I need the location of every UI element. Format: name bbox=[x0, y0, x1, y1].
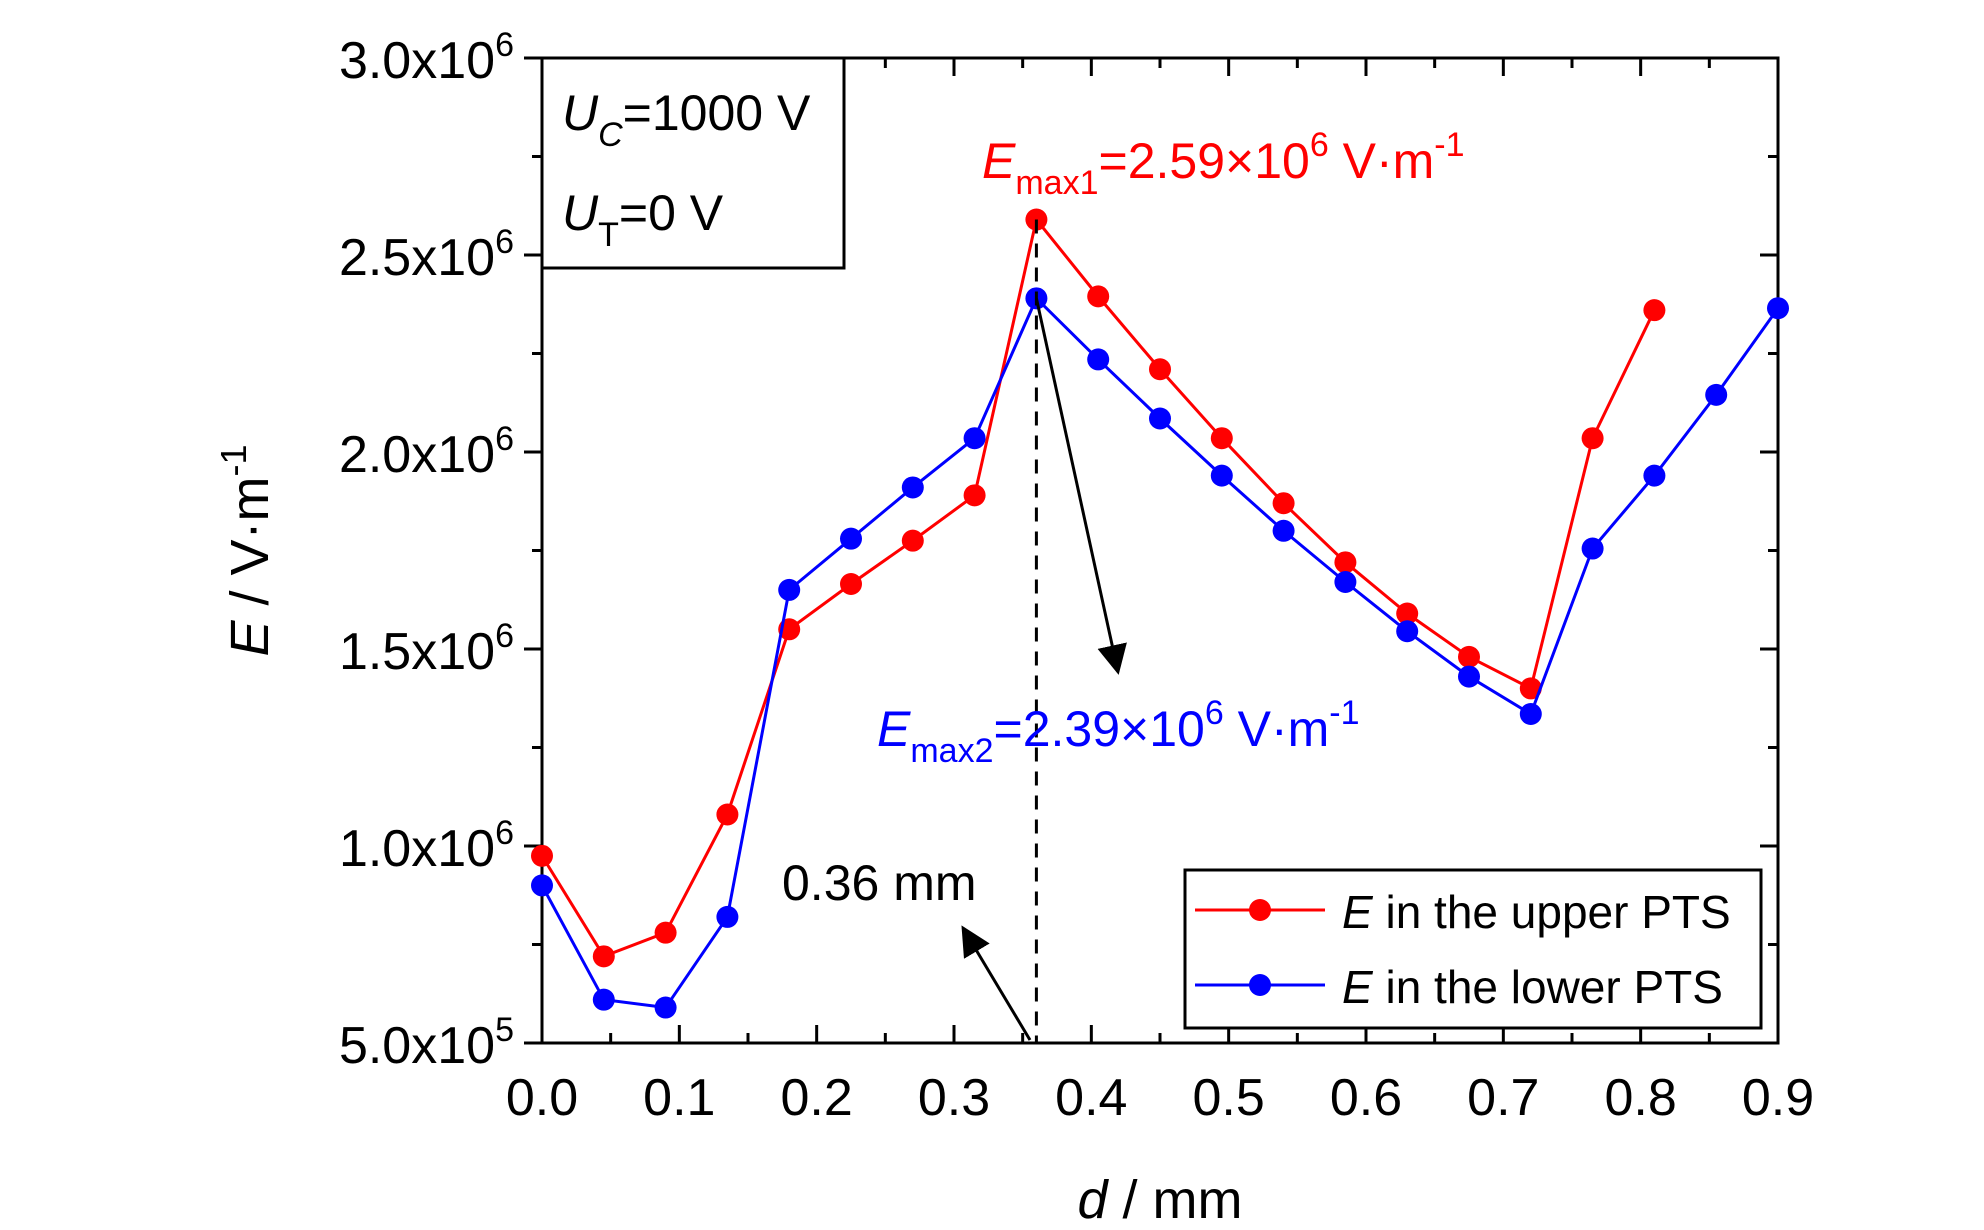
data-point bbox=[901, 529, 924, 552]
data-point bbox=[1458, 645, 1480, 668]
data-point bbox=[716, 803, 739, 826]
x-tick-label: 0.0 bbox=[506, 1069, 578, 1127]
x-tick-label: 0.5 bbox=[1193, 1069, 1265, 1127]
legend-swatch-lower-marker bbox=[1249, 974, 1271, 996]
data-point bbox=[654, 921, 677, 944]
data-point bbox=[840, 572, 862, 595]
conditions-box: UC=1000 V UT=0 V bbox=[540, 56, 846, 270]
data-point bbox=[778, 578, 801, 601]
data-point bbox=[1210, 464, 1233, 487]
legend-item-lower: E in the lower PTS bbox=[1195, 961, 1723, 1013]
legend-label-upper: E in the upper PTS bbox=[1342, 886, 1731, 938]
series-upper bbox=[531, 208, 1666, 968]
x-tick-label: 0.4 bbox=[1055, 1069, 1127, 1127]
data-point bbox=[592, 988, 615, 1011]
y-tick-label: 2.0x106 bbox=[339, 420, 514, 484]
emax2-annotation: Emax2=2.39×106 V·m-1 bbox=[877, 694, 1360, 770]
data-point bbox=[1210, 427, 1233, 450]
data-point bbox=[1396, 620, 1419, 643]
emax1-annotation: Emax1=2.59×106 V·m-1 bbox=[982, 126, 1465, 202]
x-tick-label: 0.7 bbox=[1467, 1069, 1539, 1127]
data-point bbox=[1149, 407, 1171, 430]
legend-label-lower: E in the lower PTS bbox=[1342, 961, 1723, 1013]
data-point bbox=[716, 905, 739, 928]
data-point bbox=[963, 427, 986, 450]
series-layer bbox=[531, 208, 1789, 1019]
series-lower bbox=[531, 287, 1789, 1019]
data-point bbox=[1334, 551, 1357, 574]
condition-uc: UC=1000 V bbox=[562, 85, 811, 154]
x-tick-label: 0.8 bbox=[1605, 1069, 1677, 1127]
legend-frame bbox=[1183, 868, 1763, 1030]
data-point bbox=[1087, 348, 1110, 371]
legend-item-upper: E in the upper PTS bbox=[1195, 886, 1731, 938]
data-point bbox=[531, 844, 553, 867]
x-tick-label: 0.2 bbox=[781, 1069, 853, 1127]
conditions-box-frame bbox=[540, 56, 846, 270]
data-point bbox=[1149, 358, 1171, 381]
data-point bbox=[531, 874, 553, 897]
axes: 0.0 0.1 0.2 0.3 0.4 0.5 0.6 0.7 0.8 0.9 5.0x105 1.0… bbox=[213, 26, 1814, 1230]
data-point bbox=[1581, 537, 1604, 560]
data-point bbox=[1087, 285, 1110, 308]
data-point bbox=[1272, 492, 1295, 515]
y-tick-label: 1.0x106 bbox=[339, 814, 514, 878]
data-point bbox=[901, 476, 924, 499]
data-point bbox=[1334, 571, 1357, 594]
data-point bbox=[1458, 665, 1480, 688]
annotation-layer bbox=[961, 219, 1127, 1043]
marker-position-label: 0.36 mm bbox=[782, 855, 977, 911]
x-tick-label: 0.3 bbox=[918, 1069, 990, 1127]
data-point bbox=[1272, 519, 1295, 542]
data-point bbox=[654, 996, 677, 1019]
x-tick-label: 0.9 bbox=[1742, 1069, 1814, 1127]
y-tick-label: 2.5x106 bbox=[339, 223, 514, 287]
condition-ut: UT=0 V bbox=[562, 185, 724, 254]
data-point bbox=[1396, 602, 1419, 625]
y-axis-title: E / V·m-1 bbox=[213, 444, 280, 656]
x-tick-label: 0.1 bbox=[643, 1069, 715, 1127]
data-point bbox=[1643, 464, 1666, 487]
data-point bbox=[840, 527, 862, 550]
data-point bbox=[592, 945, 615, 968]
data-point bbox=[1581, 427, 1604, 450]
y-tick-label: 5.0x105 bbox=[339, 1011, 514, 1075]
x-axis-title: d / mm bbox=[1077, 1170, 1242, 1230]
legend-swatch-upper-marker bbox=[1249, 899, 1271, 921]
marker-label-arrow bbox=[961, 925, 1032, 1041]
data-point bbox=[1643, 299, 1666, 322]
y-tick-label: 3.0x106 bbox=[339, 26, 514, 90]
emax2-arrow bbox=[1034, 298, 1127, 675]
y-tick-label: 1.5x106 bbox=[339, 617, 514, 681]
data-point bbox=[1519, 677, 1542, 700]
data-point bbox=[963, 484, 986, 507]
legend: E in the upper PTS E in the lower PTS bbox=[1183, 868, 1763, 1030]
data-point bbox=[1519, 703, 1542, 726]
x-tick-label: 0.6 bbox=[1330, 1069, 1402, 1127]
data-point bbox=[1705, 383, 1728, 406]
data-point bbox=[1767, 297, 1789, 320]
